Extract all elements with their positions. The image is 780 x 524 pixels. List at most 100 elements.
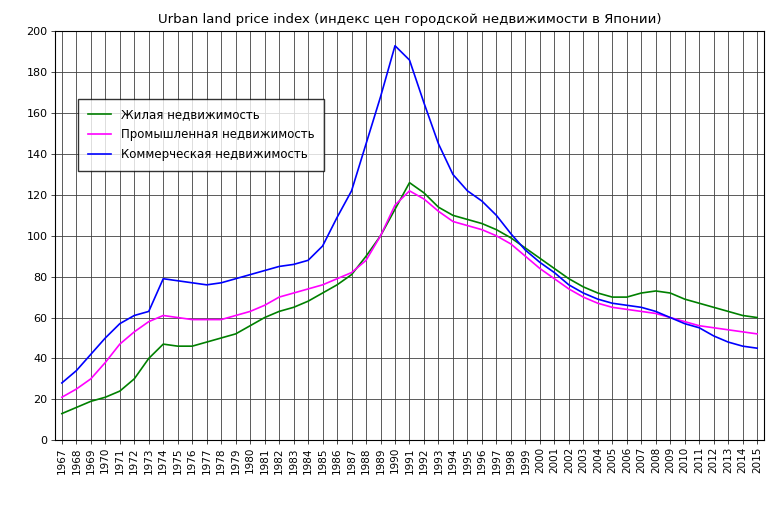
Жилая недвижимость bbox=[187, 343, 197, 350]
Коммерческая недвижимость bbox=[608, 300, 617, 307]
Жилая недвижимость bbox=[636, 290, 646, 296]
Жилая недвижимость bbox=[158, 341, 168, 347]
Коммерческая недвижимость bbox=[217, 280, 226, 286]
Коммерческая недвижимость bbox=[448, 171, 458, 178]
Жилая недвижимость bbox=[57, 410, 66, 417]
Жилая недвижимость bbox=[144, 355, 154, 362]
Жилая недвижимость bbox=[694, 300, 704, 307]
Коммерческая недвижимость bbox=[405, 57, 414, 63]
Коммерческая недвижимость bbox=[694, 324, 704, 331]
Промышленная недвижимость bbox=[738, 329, 747, 335]
Промышленная недвижимость bbox=[390, 202, 399, 209]
Коммерческая недвижимость bbox=[275, 263, 284, 269]
Коммерческая недвижимость bbox=[173, 278, 183, 284]
Жилая недвижимость bbox=[608, 294, 617, 300]
Жилая недвижимость bbox=[318, 290, 328, 296]
Коммерческая недвижимость bbox=[231, 276, 240, 282]
Жилая недвижимость bbox=[86, 398, 95, 405]
Жилая недвижимость bbox=[463, 216, 472, 223]
Жилая недвижимость bbox=[217, 335, 226, 341]
Промышленная недвижимость bbox=[753, 331, 762, 337]
Коммерческая недвижимость bbox=[376, 94, 385, 100]
Промышленная недвижимость bbox=[694, 323, 704, 329]
Коммерческая недвижимость bbox=[202, 282, 211, 288]
Жилая недвижимость bbox=[275, 308, 284, 314]
Промышленная недвижимость bbox=[709, 324, 718, 331]
Промышленная недвижимость bbox=[318, 282, 328, 288]
Коммерческая недвижимость bbox=[115, 321, 125, 327]
Промышленная недвижимость bbox=[622, 306, 632, 312]
Промышленная недвижимость bbox=[564, 286, 573, 292]
Коммерческая недвижимость bbox=[72, 367, 81, 374]
Коммерческая недвижимость bbox=[550, 269, 559, 276]
Коммерческая недвижимость bbox=[144, 308, 154, 314]
Коммерческая недвижимость bbox=[434, 141, 443, 147]
Line: Коммерческая недвижимость: Коммерческая недвижимость bbox=[62, 46, 757, 383]
Промышленная недвижимость bbox=[665, 314, 675, 321]
Жилая недвижимость bbox=[405, 180, 414, 186]
Жилая недвижимость bbox=[420, 190, 429, 196]
Коммерческая недвижимость bbox=[57, 380, 66, 386]
Коммерческая недвижимость bbox=[101, 335, 110, 341]
Жилая недвижимость bbox=[231, 331, 240, 337]
Жилая недвижимость bbox=[289, 304, 298, 310]
Коммерческая недвижимость bbox=[332, 214, 342, 221]
Промышленная недвижимость bbox=[86, 376, 95, 382]
Жилая недвижимость bbox=[753, 314, 762, 321]
Коммерческая недвижимость bbox=[622, 302, 632, 309]
Жилая недвижимость bbox=[564, 276, 573, 282]
Коммерческая недвижимость bbox=[303, 257, 313, 264]
Промышленная недвижимость bbox=[477, 226, 487, 233]
Коммерческая недвижимость bbox=[347, 188, 356, 194]
Промышленная недвижимость bbox=[593, 300, 602, 307]
Коммерческая недвижимость bbox=[738, 343, 747, 350]
Коммерческая недвижимость bbox=[724, 339, 733, 345]
Промышленная недвижимость bbox=[57, 394, 66, 400]
Жилая недвижимость bbox=[303, 298, 313, 304]
Промышленная недвижимость bbox=[405, 188, 414, 194]
Промышленная недвижимость bbox=[332, 276, 342, 282]
Жилая недвижимость bbox=[709, 304, 718, 310]
Жилая недвижимость bbox=[376, 233, 385, 239]
Промышленная недвижимость bbox=[347, 269, 356, 276]
Жилая недвижимость bbox=[622, 294, 632, 300]
Промышленная недвижимость bbox=[434, 208, 443, 214]
Промышленная недвижимость bbox=[158, 312, 168, 319]
Коммерческая недвижимость bbox=[651, 308, 661, 314]
Коммерческая недвижимость bbox=[477, 198, 487, 204]
Коммерческая недвижимость bbox=[289, 261, 298, 268]
Жилая недвижимость bbox=[579, 284, 588, 290]
Жилая недвижимость bbox=[448, 212, 458, 219]
Промышленная недвижимость bbox=[187, 316, 197, 323]
Промышленная недвижимость bbox=[550, 276, 559, 282]
Коммерческая недвижимость bbox=[420, 100, 429, 106]
Жилая недвижимость bbox=[491, 226, 501, 233]
Промышленная недвижимость bbox=[724, 326, 733, 333]
Жилая недвижимость bbox=[665, 290, 675, 296]
Коммерческая недвижимость bbox=[463, 188, 472, 194]
Коммерческая недвижимость bbox=[361, 141, 370, 147]
Коммерческая недвижимость bbox=[158, 276, 168, 282]
Коммерческая недвижимость bbox=[318, 243, 328, 249]
Коммерческая недвижимость bbox=[260, 267, 269, 274]
Коммерческая недвижимость bbox=[680, 321, 690, 327]
Коммерческая недвижимость bbox=[579, 290, 588, 296]
Коммерческая недвижимость bbox=[593, 296, 602, 302]
Жилая недвижимость bbox=[347, 271, 356, 278]
Промышленная недвижимость bbox=[680, 319, 690, 325]
Промышленная недвижимость bbox=[521, 253, 530, 259]
Коммерческая недвижимость bbox=[491, 212, 501, 219]
Title: Urban land price index (индекс цен городской недвижимости в Японии): Urban land price index (индекс цен город… bbox=[158, 13, 661, 26]
Промышленная недвижимость bbox=[463, 222, 472, 228]
Жилая недвижимость bbox=[680, 296, 690, 302]
Промышленная недвижимость bbox=[608, 304, 617, 310]
Промышленная недвижимость bbox=[420, 196, 429, 202]
Коммерческая недвижимость bbox=[246, 271, 255, 278]
Коммерческая недвижимость bbox=[753, 345, 762, 351]
Промышленная недвижимость bbox=[289, 290, 298, 296]
Жилая недвижимость bbox=[506, 235, 516, 241]
Жилая недвижимость bbox=[521, 245, 530, 251]
Жилая недвижимость bbox=[550, 265, 559, 271]
Промышленная недвижимость bbox=[491, 233, 501, 239]
Жилая недвижимость bbox=[260, 314, 269, 321]
